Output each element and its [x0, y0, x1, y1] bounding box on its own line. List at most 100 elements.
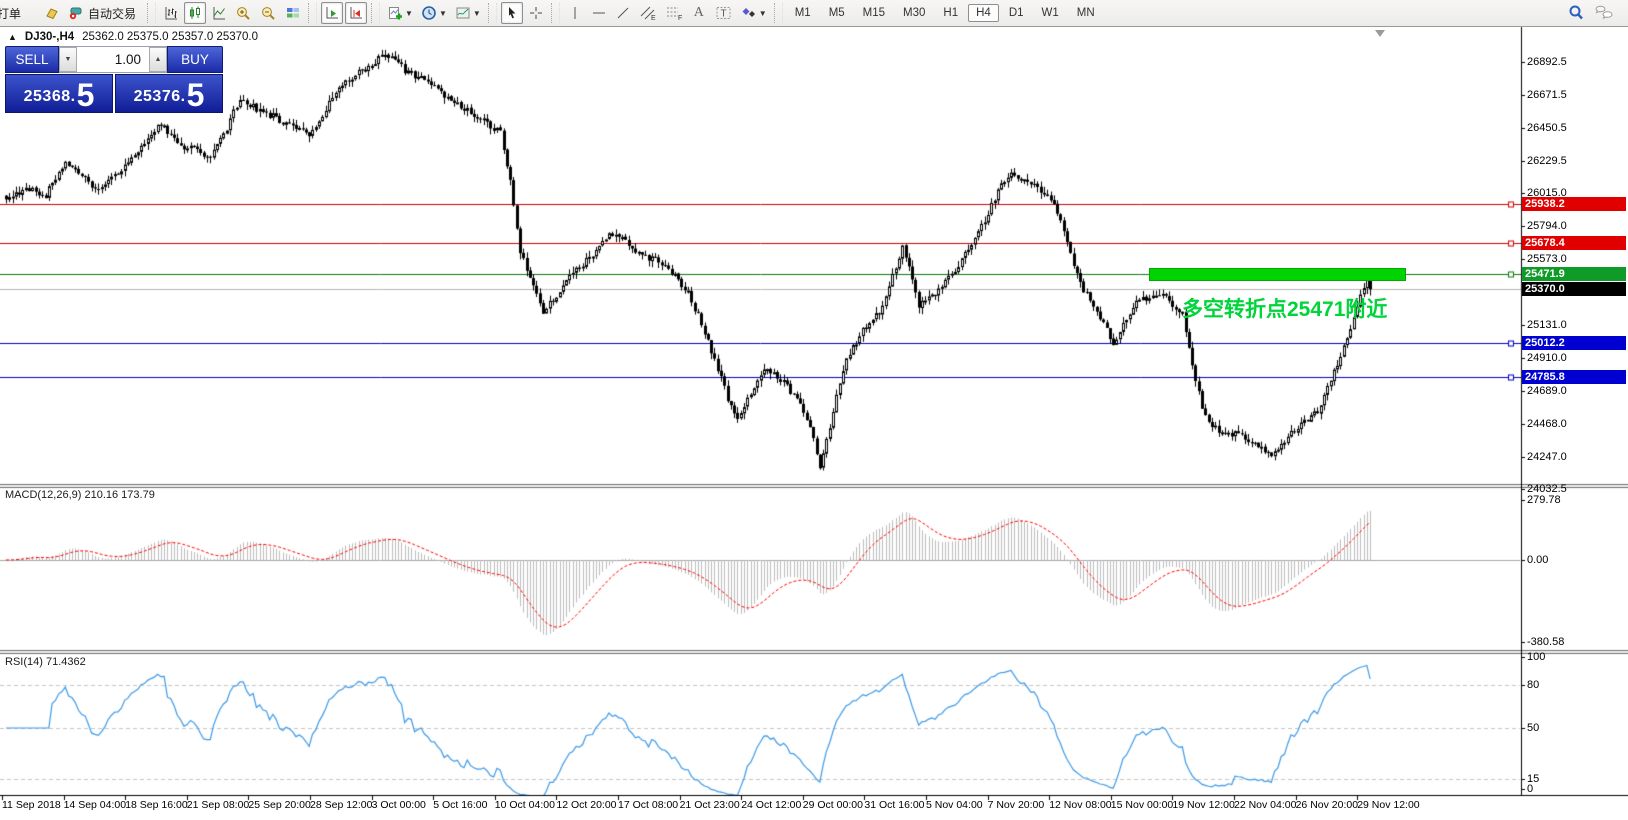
toolbar-separator	[371, 3, 381, 23]
crosshair-icon[interactable]	[525, 2, 547, 24]
price-axis-tick: 26671.5	[1527, 89, 1567, 101]
timeframe-button-w1[interactable]: W1	[1041, 7, 1059, 19]
timeframe-button-h1[interactable]: H1	[943, 7, 959, 19]
timeframe-button-m1[interactable]: M1	[794, 7, 811, 19]
chart-shift-icon[interactable]	[345, 2, 368, 24]
dropdown-arrow-icon: ▼	[405, 8, 413, 18]
price-axis-tick: 24032.5	[1527, 483, 1567, 495]
macd-axis-tick: -380.58	[1527, 635, 1565, 648]
price-axis-tick: 26450.5	[1527, 121, 1567, 134]
price-axis-tick: 26015.0	[1527, 187, 1567, 200]
new-order-button[interactable]: 打单	[0, 6, 22, 21]
rsi-indicator-label: RSI(14) 71.4362	[5, 656, 86, 668]
price-axis-tick: 25794.0	[1527, 220, 1567, 232]
timeframe-button-h4[interactable]: H4	[968, 4, 999, 22]
buy-price-big-digit: 5	[186, 77, 205, 113]
zoom-in-icon[interactable]	[232, 2, 255, 24]
buy-price-button[interactable]: 25376. 5	[115, 74, 223, 113]
candlestick-chart-icon[interactable]	[184, 2, 207, 24]
annotation-text[interactable]: 多空转折点25471附近	[1182, 298, 1388, 321]
one-click-top-row: SELL ▼ 1.00 ▲ BUY	[5, 46, 223, 73]
price-axis-tick: 25131.0	[1527, 318, 1567, 331]
label-tool-icon[interactable]: T	[712, 2, 736, 24]
time-axis-label: 24 Oct 12:00	[741, 799, 802, 811]
time-axis-label: 26 Nov 20:00	[1295, 799, 1359, 811]
chart-collapse-icon[interactable]: ▲	[8, 32, 17, 42]
chart-ohlc-values: 25362.0 25375.0 25357.0 25370.0	[82, 31, 259, 43]
time-axis-label: 12 Nov 08:00	[1049, 799, 1112, 811]
price-axis-tick: 24689.0	[1527, 384, 1567, 397]
timeframe-button-m15[interactable]: M15	[862, 7, 886, 19]
time-axis-label: 25 Sep 20:00	[248, 799, 311, 811]
fibonacci-tool-icon[interactable]: F	[662, 2, 686, 24]
dropdown-arrow-icon: ▼	[472, 8, 481, 18]
resistance-zone-rectangle[interactable]	[1149, 267, 1407, 281]
sell-price-dot: .	[70, 88, 76, 105]
toolbar-separator	[550, 3, 560, 23]
toolbar: 打单 自动交易 ▼ ▼ ▼	[0, 0, 1628, 27]
rsi-axis-tick: 15	[1527, 772, 1540, 785]
templates-icon[interactable]: ▼	[452, 2, 484, 24]
volume-value[interactable]: 1.00	[114, 52, 141, 67]
rsi-axis-tick: 0	[1527, 783, 1534, 795]
autotrading-label: 自动交易	[88, 6, 137, 21]
timeframe-button-mn[interactable]: MN	[1076, 7, 1095, 19]
one-click-price-row: 25368. 5 25376. 5	[5, 74, 223, 113]
timeframe-button-m5[interactable]: M5	[828, 7, 845, 19]
chart-title: ▲ DJ30-,H4 25362.0 25375.0 25357.0 25370…	[8, 31, 258, 43]
volume-decrease-button[interactable]: ▼	[59, 47, 77, 72]
time-axis-label: 7 Nov 20:00	[987, 799, 1045, 811]
periods-icon[interactable]: ▼	[418, 2, 450, 24]
trendline-tool-icon[interactable]	[612, 2, 634, 24]
line-chart-icon[interactable]	[208, 2, 230, 24]
time-axis-label: 21 Sep 08:00	[186, 799, 250, 811]
buy-button[interactable]: BUY	[167, 46, 223, 73]
tile-windows-icon[interactable]	[282, 2, 304, 24]
toolbar-separator	[487, 3, 497, 23]
auto-scroll-icon[interactable]	[321, 2, 344, 24]
cursor-icon[interactable]	[500, 2, 523, 24]
time-axis-label: 17 Oct 08:00	[618, 799, 679, 811]
time-axis-label: 18 Sep 16:00	[125, 799, 188, 811]
time-axis-label: 5 Nov 04:00	[926, 799, 983, 811]
channel-letter: E	[651, 15, 656, 21]
price-axis-tick: 24247.0	[1527, 450, 1567, 463]
toolbar-separator	[147, 3, 157, 23]
search-symbols-icon[interactable]	[1564, 2, 1588, 24]
time-axis-label: 21 Oct 23:00	[679, 799, 740, 811]
volume-increase-button[interactable]: ▲	[149, 47, 167, 72]
text-tool-icon[interactable]: A	[693, 5, 704, 20]
price-axis-tick: 24910.0	[1527, 351, 1567, 364]
horizontal-line-tool-icon[interactable]	[588, 2, 610, 24]
bar-chart-icon[interactable]	[160, 2, 182, 24]
chat-icon[interactable]	[1590, 2, 1618, 24]
arrows-tool-icon[interactable]: ▼	[738, 2, 770, 24]
time-axis-label: 5 Oct 16:00	[433, 799, 488, 811]
dropdown-arrow-icon: ▼	[758, 8, 767, 18]
price-axis-badge: 25471.9	[1522, 267, 1626, 282]
dropdown-arrow-icon: ▼	[438, 8, 447, 18]
toolbar-separator	[773, 3, 783, 23]
timeframe-button-d1[interactable]: D1	[1008, 7, 1024, 19]
channel-tool-icon[interactable]: E	[636, 2, 660, 24]
indicators-icon[interactable]: ▼	[384, 2, 416, 24]
chart-shift-marker[interactable]	[1375, 30, 1385, 37]
timeframe-button-m30[interactable]: M30	[903, 7, 926, 19]
price-axis-tick: 26892.5	[1527, 56, 1567, 68]
time-axis-label: 28 Sep 12:00	[310, 799, 373, 811]
rsi-axis-tick: 50	[1527, 722, 1540, 734]
macd-indicator-label: MACD(12,26,9) 210.16 173.79	[5, 489, 155, 501]
time-axis-label: 11 Sep 2018	[2, 799, 61, 811]
price-axis-badge: 25370.0	[1522, 282, 1626, 297]
one-click-trading-panel: SELL ▼ 1.00 ▲ BUY 25368. 5 25376. 5	[5, 46, 223, 113]
orders-icon[interactable]	[41, 2, 63, 24]
autotrading-button[interactable]: 自动交易	[65, 2, 143, 24]
sell-button[interactable]: SELL	[5, 46, 59, 73]
zoom-out-icon[interactable]	[257, 2, 280, 24]
time-axis-label: 10 Oct 04:00	[494, 799, 555, 811]
price-axis-tick: 25573.0	[1527, 253, 1567, 265]
volume-spinner: ▼ 1.00 ▲	[59, 46, 167, 73]
sell-price-button[interactable]: 25368. 5	[5, 74, 113, 113]
vertical-line-tool-icon[interactable]	[564, 2, 586, 24]
